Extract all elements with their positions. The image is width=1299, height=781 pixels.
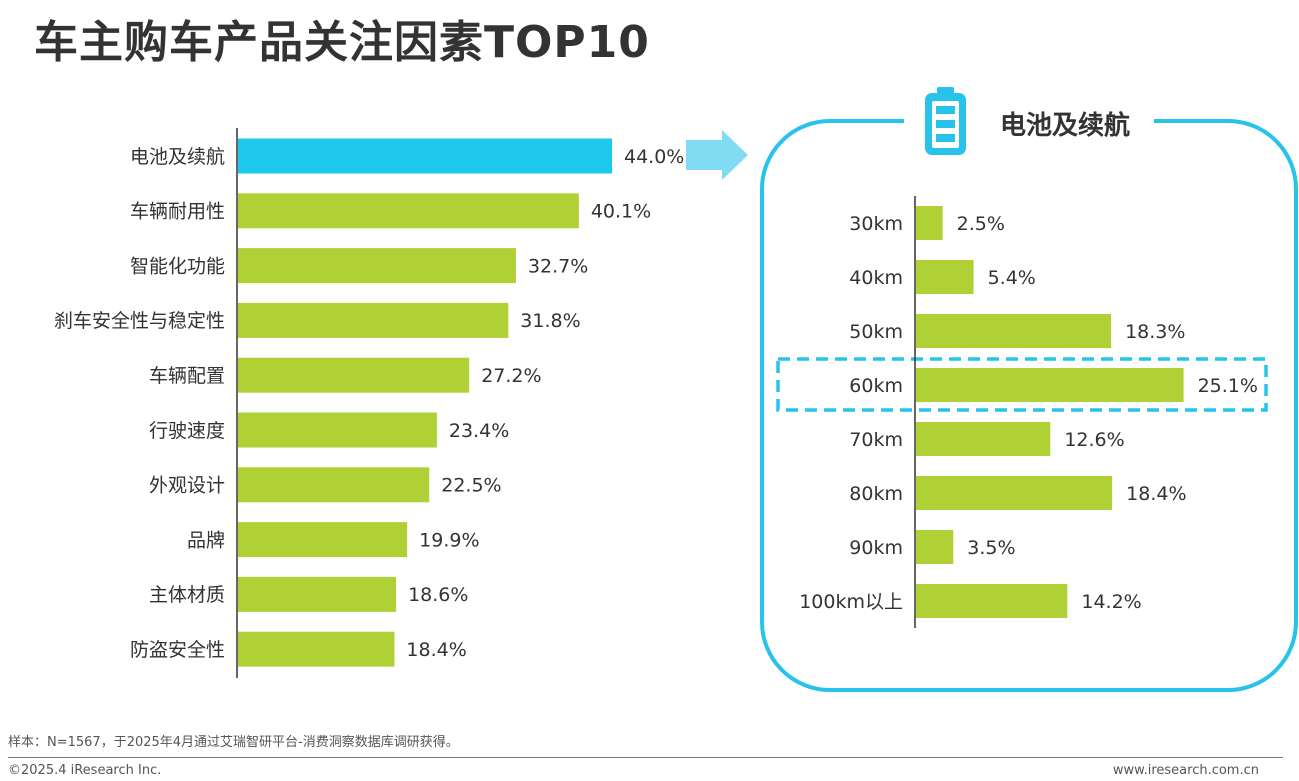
chart-0-bar-5 — [238, 412, 437, 448]
chart-0-category-label-7: 品牌 — [187, 529, 225, 551]
battery-icon — [925, 87, 966, 155]
chart-0-value-label-1: 40.1% — [591, 201, 651, 223]
chart-0-value-label-6: 22.5% — [441, 475, 501, 497]
chart-0-value-label-5: 23.4% — [449, 420, 509, 442]
page-title: 车主购车产品关注因素TOP10 — [34, 17, 650, 68]
chart-0-bar-9 — [238, 631, 395, 667]
chart-1-bar-1 — [916, 260, 974, 294]
chart-0-category-label-3: 刹车安全性与稳定性 — [54, 310, 225, 332]
footer-note: 样本：N=1567，于2025年4月通过艾瑞智研平台-消费洞察数据库调研获得。 — [8, 735, 459, 750]
chart-1-bar-2 — [916, 314, 1112, 348]
chart-1-category-label-3: 60km — [849, 375, 903, 397]
chart-0-bar-2 — [238, 248, 516, 284]
chart-0-value-label-8: 18.6% — [408, 584, 468, 606]
highlight-dashed-box — [776, 357, 1268, 412]
chart-1-value-label-5: 18.4% — [1126, 483, 1186, 505]
chart-0-category-label-8: 主体材质 — [149, 584, 225, 606]
chart-0-bar-0 — [238, 138, 612, 174]
chart-1-value-label-4: 12.6% — [1064, 429, 1124, 451]
chart-0-bar-4 — [238, 357, 470, 393]
chart-1-category-label-7: 100km以上 — [799, 591, 903, 613]
chart-1-value-label-7: 14.2% — [1081, 591, 1141, 613]
chart-1-value-label-2: 18.3% — [1125, 321, 1185, 343]
chart-0-category-label-1: 车辆耐用性 — [130, 201, 225, 223]
chart-0-value-label-4: 27.2% — [481, 365, 541, 387]
chart-0-value-label-2: 32.7% — [528, 255, 588, 277]
chart-0-category-label-2: 智能化功能 — [130, 255, 225, 277]
panel-title: 电池及续航 — [1000, 110, 1130, 141]
chart-0-bar-8 — [238, 576, 397, 612]
chart-0-bar-3 — [238, 302, 509, 338]
footer-divider — [8, 757, 1283, 758]
chart-1-value-label-1: 5.4% — [988, 267, 1036, 289]
chart-0-value-label-7: 19.9% — [419, 529, 479, 551]
chart-1-category-label-4: 70km — [849, 429, 903, 451]
chart-1-bar-5 — [916, 476, 1113, 510]
footer-url: www.iresearch.com.cn — [1112, 763, 1259, 778]
chart-0-category-label-0: 电池及续航 — [130, 146, 225, 168]
chart-1-bar-6 — [916, 530, 954, 564]
arrow-right-icon — [686, 130, 748, 180]
chart-1-category-label-2: 50km — [849, 321, 903, 343]
chart-1-value-label-3: 25.1% — [1198, 375, 1258, 397]
chart-1-bar-4 — [916, 422, 1051, 456]
chart-0-value-label-0: 44.0% — [624, 146, 684, 168]
chart-0-value-label-9: 18.4% — [406, 639, 466, 661]
chart-1-category-label-6: 90km — [849, 537, 903, 559]
chart-1-category-label-0: 30km — [849, 213, 903, 235]
chart-1-category-label-1: 40km — [849, 267, 903, 289]
chart-0-category-label-4: 车辆配置 — [149, 365, 225, 387]
chart-0-bar-6 — [238, 467, 430, 503]
chart-0-bar-1 — [238, 193, 579, 229]
footer-copyright: ©2025.4 iResearch Inc. — [8, 763, 162, 778]
chart-1-bar-7 — [916, 584, 1068, 618]
chart-1-category-label-5: 80km — [849, 483, 903, 505]
chart-0-category-label-5: 行驶速度 — [149, 420, 225, 442]
chart-0-bar-7 — [238, 522, 408, 558]
chart-0-category-label-9: 防盗安全性 — [130, 639, 225, 661]
chart-0-category-label-6: 外观设计 — [149, 475, 225, 497]
chart-1-bar-3 — [916, 368, 1184, 402]
chart-1-value-label-6: 3.5% — [967, 537, 1015, 559]
chart-1-value-label-0: 2.5% — [957, 213, 1005, 235]
chart-0-value-label-3: 31.8% — [520, 310, 580, 332]
chart-1-bar-0 — [916, 206, 943, 240]
